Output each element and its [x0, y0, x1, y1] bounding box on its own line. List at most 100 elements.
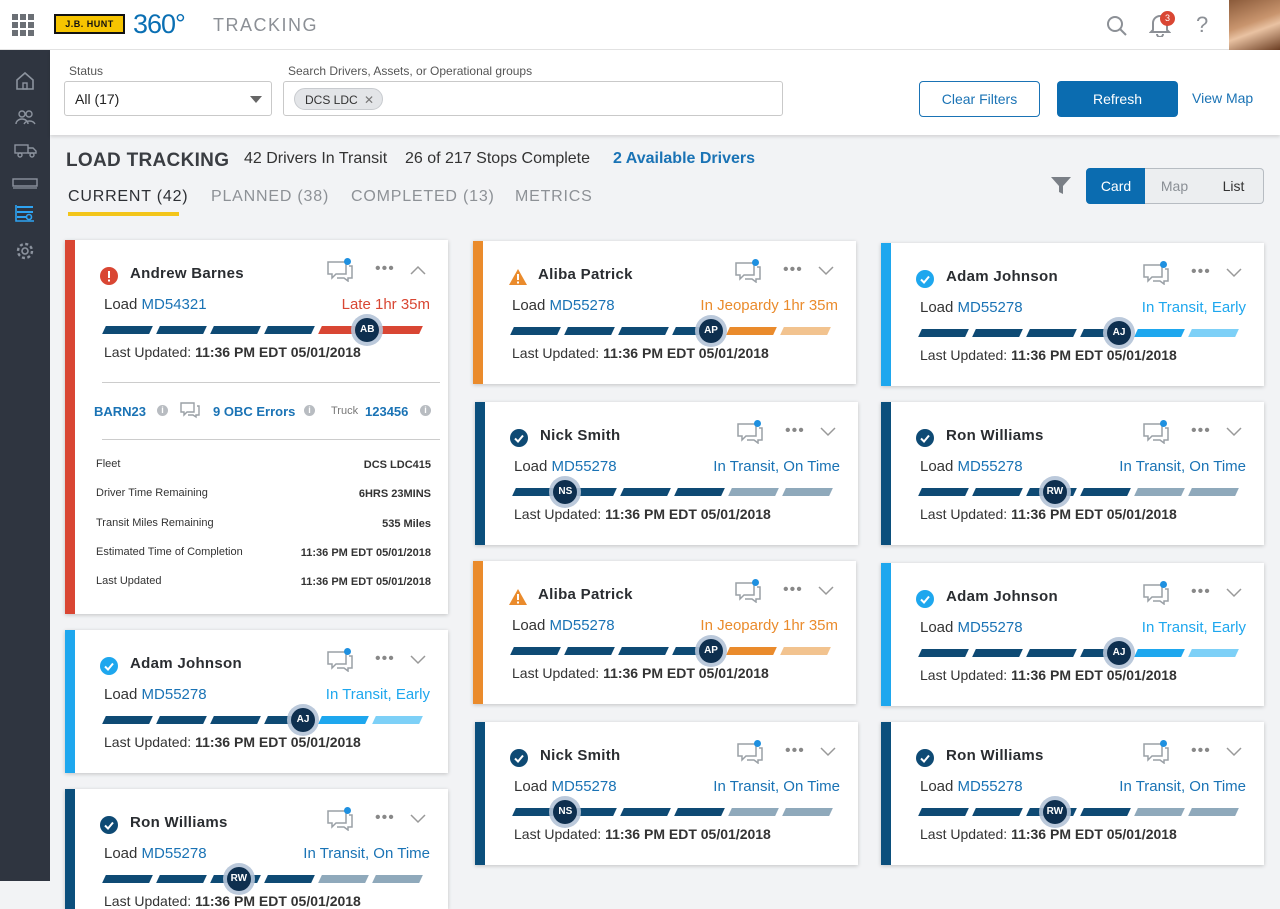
- load-number-link[interactable]: MD55278: [551, 778, 617, 795]
- home-icon[interactable]: [14, 70, 36, 92]
- progress-track: [510, 327, 833, 335]
- info-icon[interactable]: i: [420, 405, 431, 416]
- driver-card[interactable]: Andrew Barnes ••• Load MD54321 Late 1hr 35m…: [65, 240, 448, 614]
- tracking-icon[interactable]: [14, 202, 36, 224]
- more-options-icon[interactable]: •••: [785, 742, 805, 759]
- app-launcher-icon[interactable]: [12, 14, 34, 36]
- tab-planned[interactable]: PLANNED (38): [211, 188, 330, 205]
- notification-count-badge: 3: [1160, 11, 1175, 26]
- obc-errors-link[interactable]: 9 OBC Errors: [213, 404, 296, 419]
- more-options-icon[interactable]: •••: [783, 581, 803, 598]
- more-options-icon[interactable]: •••: [1191, 742, 1211, 759]
- track-segment: [264, 875, 315, 883]
- driver-card[interactable]: Adam Johnson ••• Load MD55278 In Transit, E…: [881, 243, 1264, 386]
- chip-remove-icon[interactable]: ✕: [364, 93, 375, 107]
- progress-track: [102, 716, 425, 724]
- chevron-down-icon[interactable]: [410, 652, 426, 670]
- progress-track: [510, 647, 833, 655]
- chevron-down-icon[interactable]: [410, 811, 426, 829]
- more-options-icon[interactable]: •••: [375, 809, 395, 826]
- users-icon[interactable]: [14, 106, 36, 128]
- load-number-link[interactable]: MD55278: [551, 458, 617, 475]
- more-options-icon[interactable]: •••: [375, 650, 395, 667]
- chevron-down-icon[interactable]: [818, 263, 834, 281]
- stops-complete: 26 of 217 Stops Complete: [405, 150, 591, 167]
- track-segment: [1134, 329, 1185, 337]
- refresh-button[interactable]: Refresh: [1057, 81, 1178, 117]
- load-number-link[interactable]: MD55278: [141, 845, 207, 862]
- unread-dot: [1160, 420, 1167, 427]
- driver-card[interactable]: Ron Williams ••• Load MD55278 In Transit, O…: [881, 722, 1264, 865]
- view-list-button[interactable]: List: [1204, 168, 1264, 204]
- more-options-icon[interactable]: •••: [1191, 583, 1211, 600]
- more-options-icon[interactable]: •••: [375, 260, 395, 277]
- chevron-down-icon[interactable]: [1226, 585, 1242, 603]
- driver-card[interactable]: Ron Williams ••• Load MD55278 In Transit, O…: [65, 789, 448, 909]
- driver-initials-badge: AJ: [1107, 321, 1132, 345]
- ontime-status-icon: [916, 749, 934, 767]
- message-icon[interactable]: [179, 401, 201, 424]
- more-options-icon[interactable]: •••: [1191, 263, 1211, 280]
- load-status: In Jeopardy 1hr 35m: [700, 297, 838, 314]
- more-options-icon[interactable]: •••: [783, 261, 803, 278]
- view-map-link[interactable]: View Map: [1192, 90, 1254, 106]
- load-number-link[interactable]: MD55278: [957, 778, 1023, 795]
- trailer-link[interactable]: BARN23: [94, 404, 147, 419]
- help-icon[interactable]: ?: [1196, 12, 1209, 37]
- load-status: In Transit, On Time: [713, 458, 840, 475]
- chevron-down-icon[interactable]: [820, 424, 836, 442]
- info-icon[interactable]: i: [157, 405, 168, 416]
- load-number-link[interactable]: MD55278: [141, 686, 207, 703]
- chevron-down-icon[interactable]: [1226, 424, 1242, 442]
- more-options-icon[interactable]: •••: [785, 422, 805, 439]
- load-number-link[interactable]: MD55278: [957, 619, 1023, 636]
- settings-gear-icon[interactable]: [14, 240, 36, 262]
- chevron-down-icon[interactable]: [820, 744, 836, 762]
- driver-card[interactable]: Adam Johnson ••• Load MD55278 In Transit, E…: [881, 563, 1264, 706]
- load-number-link[interactable]: MD55278: [957, 299, 1023, 316]
- search-icon[interactable]: [1106, 15, 1128, 42]
- info-icon[interactable]: i: [304, 405, 315, 416]
- load-number-link[interactable]: MD55278: [549, 297, 615, 314]
- load-number-link[interactable]: MD54321: [141, 296, 207, 313]
- driver-name: Ron Williams: [130, 814, 228, 831]
- chevron-down-icon[interactable]: [1226, 744, 1242, 762]
- user-avatar[interactable]: [1229, 0, 1280, 50]
- chevron-up-icon[interactable]: [410, 262, 426, 280]
- trailer-icon[interactable]: [12, 172, 38, 194]
- tab-current[interactable]: CURRENT (42): [68, 188, 189, 205]
- driver-card[interactable]: Nick Smith ••• Load MD55278 In Transit, On …: [475, 722, 858, 865]
- driver-card[interactable]: Adam Johnson ••• Load MD55278 In Transit, E…: [65, 630, 448, 773]
- more-options-icon[interactable]: •••: [1191, 422, 1211, 439]
- tab-completed[interactable]: COMPLETED (13): [351, 188, 495, 205]
- load-number-link[interactable]: MD55278: [957, 458, 1023, 475]
- load-status: Late 1hr 35m: [341, 296, 430, 313]
- view-map-button[interactable]: Map: [1145, 168, 1205, 204]
- driver-card[interactable]: Ron Williams ••• Load MD55278 In Transit, O…: [881, 402, 1264, 545]
- jeopardy-status-icon: [508, 268, 527, 286]
- load-status: In Transit, On Time: [303, 845, 430, 862]
- available-drivers-link[interactable]: 2 Available Drivers: [613, 150, 756, 167]
- detail-value: 11:36 PM EDT 05/01/2018: [300, 547, 431, 559]
- driver-card[interactable]: Aliba Patrick ••• Load MD55278 In Jeopardy …: [473, 561, 856, 704]
- search-input[interactable]: DCS LDC ✕: [283, 81, 783, 116]
- last-updated: Last Updated: 11:36 PM EDT 05/01/2018: [920, 826, 1177, 842]
- chevron-down-icon[interactable]: [1226, 265, 1242, 283]
- driver-name: Andrew Barnes: [130, 265, 244, 282]
- truck-link[interactable]: 123456: [365, 404, 409, 419]
- top-bar: J.B. HUNT 360° TRACKING 3 ?: [0, 0, 1280, 50]
- view-card-button[interactable]: Card: [1086, 168, 1146, 204]
- load-number-link[interactable]: MD55278: [549, 617, 615, 634]
- truck-icon[interactable]: [14, 138, 37, 160]
- track-segment: [1188, 488, 1239, 496]
- tab-metrics[interactable]: METRICS: [515, 188, 593, 205]
- track-segment: [156, 875, 207, 883]
- driver-card[interactable]: Aliba Patrick ••• Load MD55278 In Jeopardy …: [473, 241, 856, 384]
- detail-label: Estimated Time of Completion: [96, 546, 243, 558]
- chevron-down-icon[interactable]: [818, 583, 834, 601]
- status-select[interactable]: All (17): [64, 81, 272, 116]
- filter-funnel-icon[interactable]: [1050, 176, 1072, 201]
- detail-value: 535 Miles: [382, 518, 431, 530]
- clear-filters-button[interactable]: Clear Filters: [919, 81, 1040, 117]
- driver-card[interactable]: Nick Smith ••• Load MD55278 In Transit, On …: [475, 402, 858, 545]
